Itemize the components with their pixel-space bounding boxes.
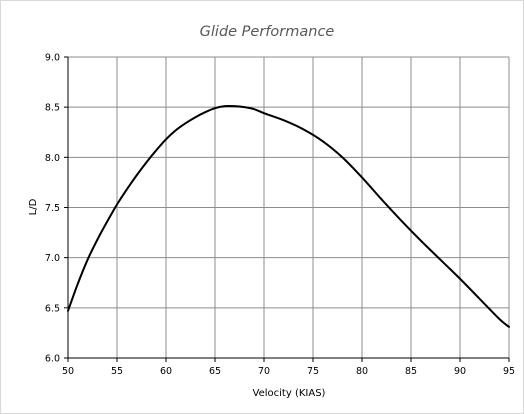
x-axis-title: Velocity (KIAS) [253, 388, 326, 399]
grid-lines [68, 56, 510, 358]
y-tick-label: 8.5 [45, 103, 60, 114]
x-tick-label: 70 [258, 366, 270, 377]
series-layer [67, 104, 510, 328]
axes [64, 56, 510, 362]
x-tick-label: 95 [503, 366, 515, 377]
series-line-ld [67, 104, 510, 328]
y-tick-label: 6.0 [45, 354, 60, 365]
x-tick-label: 85 [405, 366, 417, 377]
y-tick-label: 7.0 [45, 253, 60, 264]
y-axis-title: L/D [28, 198, 39, 215]
x-tick-label: 60 [160, 366, 172, 377]
x-tick-label: 90 [454, 366, 466, 377]
chart-title: Glide Performance [200, 24, 335, 40]
x-tick-label: 50 [62, 366, 74, 377]
x-tick-label: 65 [209, 366, 221, 377]
y-tick-label: 8.0 [45, 153, 60, 164]
y-tick-label: 9.0 [45, 53, 60, 64]
x-tick-label: 75 [307, 366, 319, 377]
x-tick-label: 80 [356, 366, 368, 377]
tick-labels: 50 55 60 65 70 75 80 85 90 95 6.0 6.5 7.0 7.5 8.0 8.5 9.… [45, 53, 515, 378]
y-tick-label: 7.5 [45, 203, 60, 214]
y-tick-label: 6.5 [45, 303, 60, 314]
x-tick-label: 55 [111, 366, 123, 377]
